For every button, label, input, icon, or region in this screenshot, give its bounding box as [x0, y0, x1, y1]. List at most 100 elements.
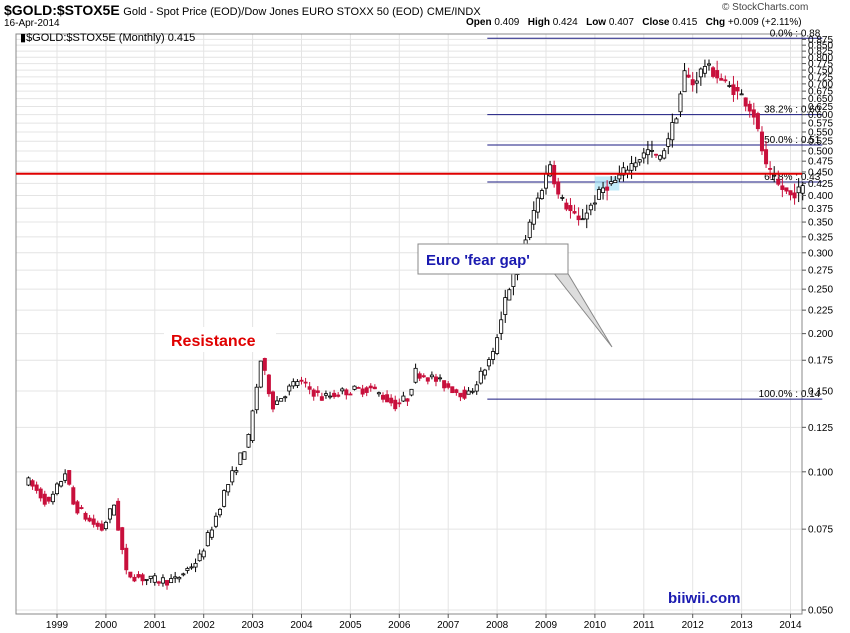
candle-body	[486, 359, 491, 367]
candle	[393, 395, 398, 412]
candle	[132, 574, 137, 583]
x-axis: 1999 2000 2001 2002 2003 2004 2005 2006 2007 2008…	[46, 614, 802, 631]
candle-body	[658, 155, 663, 160]
candle	[666, 132, 671, 155]
candle	[348, 392, 353, 396]
legend-candle-icon: ▮	[20, 32, 27, 44]
candle	[376, 391, 381, 397]
candle	[283, 395, 288, 402]
x-tick-label: 2008	[486, 620, 509, 631]
candle-body	[336, 394, 341, 397]
candle-body	[580, 218, 585, 221]
candle-body	[605, 186, 610, 191]
candle	[209, 526, 214, 540]
y-tick-label: 0.100	[808, 467, 833, 478]
candle	[698, 67, 703, 86]
candle	[442, 380, 447, 392]
candle	[140, 572, 145, 586]
candle	[356, 386, 361, 389]
candle-body	[79, 507, 84, 509]
candle-body	[413, 367, 418, 383]
candle-body	[250, 410, 255, 442]
candle-body	[323, 393, 328, 396]
candle-body	[393, 399, 398, 410]
candle	[405, 398, 410, 406]
candle	[160, 574, 165, 587]
low-value: 0.407	[608, 17, 634, 28]
candle-body	[719, 78, 724, 81]
y-tick-label: 0.375	[808, 204, 833, 215]
candle	[499, 311, 504, 341]
candle-body	[348, 393, 353, 396]
candle	[87, 515, 92, 523]
candle	[658, 154, 663, 162]
callout-pointer	[551, 271, 613, 348]
fibonacci-levels: 0.0% : 0.88 38.2% : 0.60 50.0% : 0.51 61.8%…	[487, 28, 823, 400]
x-tick-label: 1999	[46, 620, 69, 631]
candle-body	[107, 508, 112, 520]
candle-body	[478, 370, 483, 384]
candle-body	[332, 392, 337, 398]
candle-body	[246, 434, 251, 448]
candle	[311, 388, 316, 401]
candle	[759, 126, 764, 155]
candle-body	[201, 550, 206, 558]
candle-body	[702, 66, 707, 74]
candle	[409, 388, 414, 397]
candle	[747, 100, 752, 118]
candle-body	[470, 390, 475, 393]
candle	[189, 563, 194, 570]
candle	[764, 141, 769, 168]
stockcharts-logo[interactable]: © StockCharts.com	[722, 2, 809, 13]
candle	[572, 204, 577, 215]
x-tick-label: 2007	[437, 620, 460, 631]
y-tick-label: 0.125	[808, 423, 833, 434]
candle-body	[682, 70, 687, 93]
candle	[270, 390, 275, 413]
resistance-label: Resistance	[171, 333, 256, 350]
candle-body	[238, 452, 243, 465]
y-tick-label: 0.425	[808, 179, 833, 190]
candle-body	[768, 168, 773, 170]
candle	[389, 394, 394, 407]
candle-body	[254, 386, 259, 411]
candle-body	[213, 515, 218, 527]
candle	[55, 482, 60, 496]
chart-date: 16-Apr-2014	[4, 18, 60, 29]
candle-body	[46, 496, 51, 502]
candle	[629, 155, 634, 179]
candle	[124, 543, 129, 575]
candle-body	[641, 152, 646, 159]
candle	[336, 392, 341, 398]
candle	[707, 59, 712, 71]
legend-text: $GOLD:$STOX5E (Monthly) 0.415	[26, 32, 196, 44]
candle-body	[95, 522, 100, 527]
candle-body	[173, 576, 178, 579]
candle	[576, 207, 581, 226]
y-tick-label: 0.575	[808, 119, 833, 130]
candle	[136, 571, 141, 579]
candle	[433, 373, 438, 387]
candle-body	[609, 181, 614, 185]
candle-body	[458, 392, 463, 398]
candle	[275, 396, 280, 405]
candle	[609, 176, 614, 186]
candle-body	[491, 351, 496, 360]
candle	[234, 466, 239, 476]
fear-gap-label: Euro 'fear gap'	[426, 252, 530, 269]
candle	[413, 363, 418, 384]
candle	[491, 347, 496, 365]
candle	[95, 520, 100, 530]
candle-body	[788, 190, 793, 196]
candle-body	[584, 212, 589, 220]
grid	[16, 34, 802, 614]
candle-body	[59, 481, 64, 487]
candle	[279, 398, 284, 402]
y-tick-label: 0.675	[808, 87, 833, 98]
candle-body	[287, 385, 292, 392]
candle-body	[380, 394, 385, 400]
candle-body	[535, 197, 540, 213]
candle	[654, 153, 659, 158]
candle	[144, 578, 149, 586]
